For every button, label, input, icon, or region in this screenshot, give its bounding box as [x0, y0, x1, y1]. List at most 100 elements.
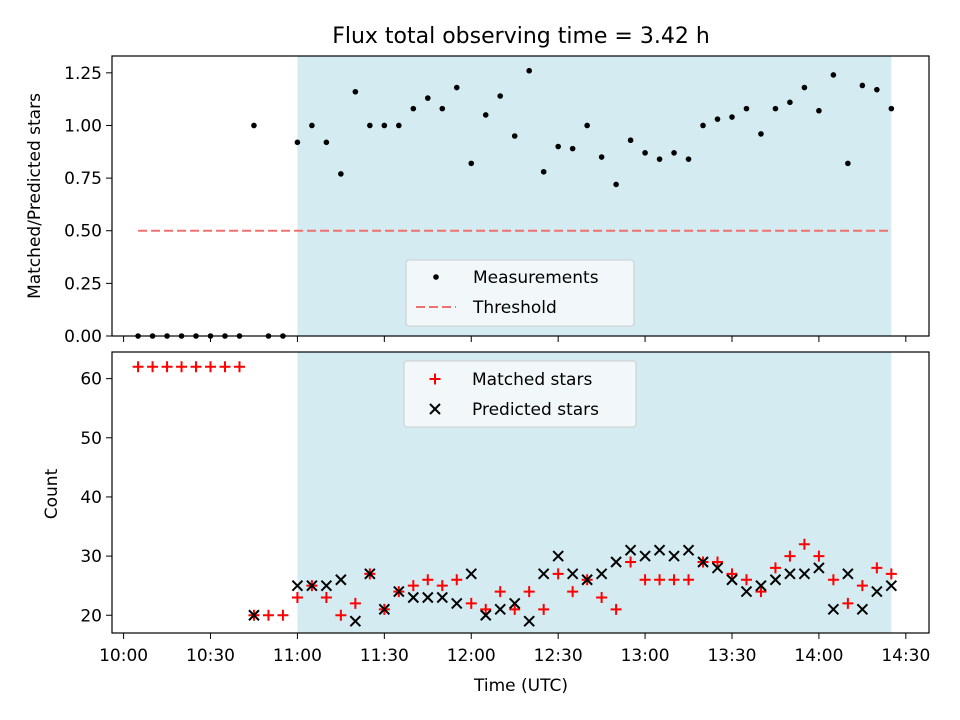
measurement-point — [685, 156, 692, 162]
matched-star-point — [407, 580, 419, 592]
measurement-point — [222, 333, 228, 339]
measurement-point — [453, 84, 460, 91]
matched-star-point — [291, 592, 303, 604]
predicted-star-point — [740, 585, 753, 598]
x-tick-label: 12:30 — [534, 646, 583, 666]
y-axis-label-bottom: Count — [42, 468, 62, 519]
measurement-point — [555, 143, 561, 150]
predicted-star-point — [436, 591, 448, 604]
predicted-star-point — [697, 556, 709, 568]
predicted-star-point — [393, 585, 405, 598]
measurement-point — [729, 114, 735, 120]
measurement-point — [352, 88, 359, 95]
predicted-star-point — [422, 591, 434, 604]
matched-star-point — [523, 586, 535, 598]
measurement-point — [874, 86, 880, 93]
measurement-point — [396, 122, 402, 129]
measurement-point — [526, 67, 532, 74]
predicted-star-point — [711, 562, 724, 574]
matched-star-point — [320, 592, 332, 604]
measurement-point — [468, 160, 475, 167]
predicted-star-point — [291, 579, 304, 592]
measurement-point — [265, 333, 272, 339]
measurement-point — [381, 122, 388, 129]
legend-label-threshold: Threshold — [472, 298, 557, 318]
matched-star-point — [885, 568, 897, 580]
matched-star-point — [494, 586, 506, 598]
predicted-star-point — [335, 574, 347, 586]
measurement-point — [598, 154, 605, 160]
x-tick-label: 13:00 — [621, 646, 670, 666]
measurement-point — [251, 122, 257, 129]
legend-label-matched: Matched stars — [472, 370, 592, 390]
matched-star-point — [712, 556, 724, 568]
chart-title: Flux total observing time = 3.42 h — [332, 24, 710, 49]
y-tick-label-top: 0.75 — [64, 169, 102, 189]
measurement-point — [294, 139, 301, 146]
y-tick-label-bottom: 30 — [80, 547, 102, 567]
measurement-point — [627, 137, 634, 144]
matched-star-point — [161, 361, 173, 373]
measurement-point — [280, 333, 286, 339]
measurement-point — [642, 150, 648, 156]
x-axis-label: Time (UTC) — [473, 676, 568, 696]
measurement-point — [714, 116, 721, 122]
matched-star-point — [596, 592, 608, 604]
measurement-point — [439, 105, 446, 112]
measurement-point — [859, 82, 866, 89]
measurement-point — [671, 150, 677, 156]
matched-star-point — [813, 550, 825, 562]
matched-star-point — [349, 597, 361, 609]
measurement-point — [613, 181, 619, 188]
legend-label-predicted: Predicted stars — [472, 400, 599, 420]
legend-marker-matched — [429, 373, 441, 385]
matched-star-point — [625, 556, 637, 568]
x-tick-label: 10:30 — [186, 646, 235, 666]
predicted-star-point — [494, 603, 506, 616]
measurement-point — [830, 72, 837, 78]
matched-star-point — [335, 609, 347, 621]
matched-star-point — [639, 574, 651, 586]
measurement-point — [236, 333, 243, 339]
predicted-star-point — [248, 609, 260, 621]
x-tick-label: 12:00 — [447, 646, 496, 666]
matched-star-point — [436, 580, 448, 592]
predicted-star-point — [639, 550, 651, 562]
matched-star-point — [755, 586, 767, 598]
matched-star-point — [842, 597, 854, 609]
matched-star-point — [422, 574, 434, 586]
predicted-star-point — [798, 568, 811, 580]
matched-star-point — [567, 586, 579, 598]
x-tick-label: 14:30 — [881, 646, 930, 666]
matched-star-point — [219, 361, 231, 373]
measurement-point — [584, 122, 590, 129]
measurement-point — [569, 145, 576, 152]
panel-counts: Count Time (UTC) 10:00 10:30 11:00 11:30 12:… — [42, 351, 930, 696]
x-tick-label: 11:30 — [360, 646, 409, 666]
predicted-star-point — [784, 568, 796, 580]
x-tick-label: 14:00 — [794, 646, 843, 666]
measurement-point — [207, 333, 214, 339]
predicted-star-point — [407, 591, 420, 604]
predicted-star-point — [378, 603, 391, 616]
y-tick-label-top: 0.50 — [64, 222, 102, 242]
axes-frame-top — [111, 55, 930, 337]
measurement-point — [410, 105, 417, 112]
matched-star-point — [262, 609, 274, 621]
y-tick-label-top: 0.25 — [64, 274, 102, 294]
measurement-point — [323, 139, 330, 146]
measurement-point — [309, 122, 315, 129]
measurement-point — [482, 112, 489, 118]
measurement-point — [135, 333, 141, 339]
measurement-point — [149, 333, 156, 339]
measurement-point — [656, 156, 663, 162]
panel-ratio: Flux total observing time = 3.42 h Match… — [25, 24, 930, 347]
matched-star-point — [480, 603, 492, 615]
predicted-star-point — [682, 544, 695, 556]
y-tick-label-top: 1.00 — [64, 116, 102, 136]
predicted-star-point — [451, 597, 463, 610]
measurement-point — [845, 160, 851, 167]
predicted-star-point — [581, 574, 593, 586]
y-tick-label-top: 0.00 — [64, 327, 102, 347]
matched-star-point — [654, 574, 666, 586]
